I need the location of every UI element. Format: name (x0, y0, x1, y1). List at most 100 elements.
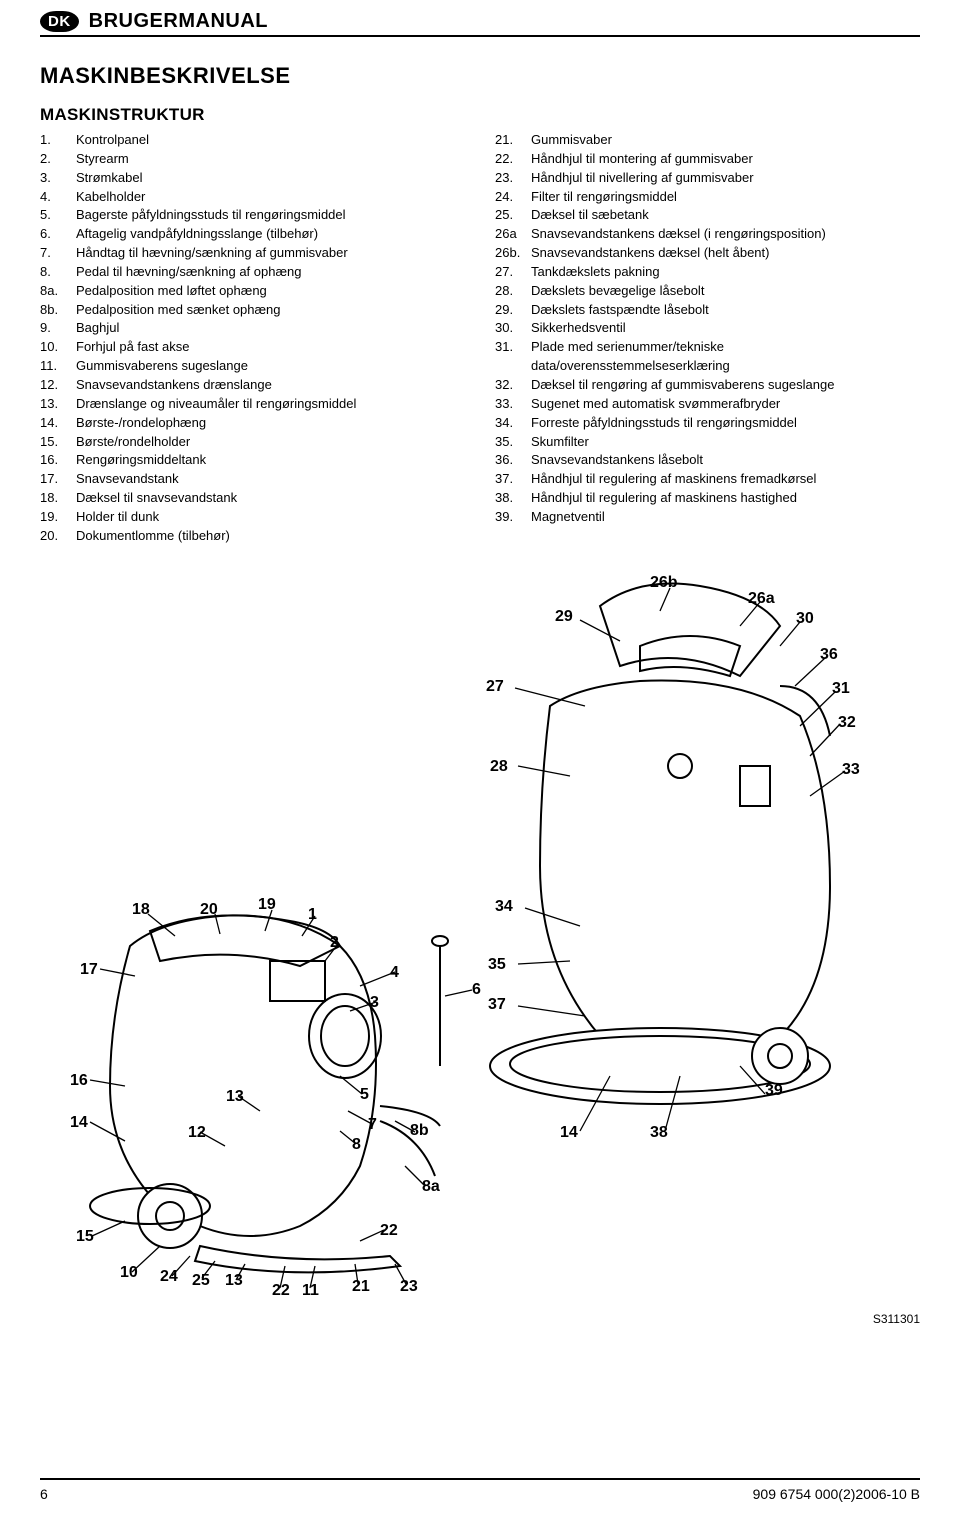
parts-list-item: 8.Pedal til hævning/sænkning af ophæng (40, 263, 465, 282)
item-number: 30. (495, 319, 531, 338)
item-text: Håndtag til hævning/sænkning af gummisva… (76, 244, 348, 263)
parts-list-item: 31.Plade med serienummer/tekniske data/o… (495, 338, 920, 376)
item-text: Magnetventil (531, 508, 605, 527)
item-text: Gummisvaberens sugeslange (76, 357, 248, 376)
item-text: Drænslange og niveaumåler til rengørings… (76, 395, 356, 414)
item-number: 38. (495, 489, 531, 508)
item-text: Håndhjul til regulering af maskinens has… (531, 489, 797, 508)
parts-list-item: 22.Håndhjul til montering af gummisvaber (495, 150, 920, 169)
item-text: Tankdækslets pakning (531, 263, 660, 282)
sub-title: MASKINSTRUKTUR (40, 105, 920, 125)
item-number: 27. (495, 263, 531, 282)
item-text: Rengøringsmiddeltank (76, 451, 206, 470)
item-number: 11. (40, 357, 76, 376)
item-number: 25. (495, 206, 531, 225)
item-number: 21. (495, 131, 531, 150)
callout-label: 18 (132, 901, 150, 919)
callout-label: 14 (560, 1124, 578, 1142)
item-number: 15. (40, 433, 76, 452)
item-text: Aftagelig vandpåfyldningsslange (tilbehø… (76, 225, 318, 244)
doc-number: 909 6754 000(2)2006-10 B (753, 1486, 920, 1502)
item-number: 34. (495, 414, 531, 433)
parts-list-item: 26aSnavsevandstankens dæksel (i rengørin… (495, 225, 920, 244)
footer-rule (40, 1478, 920, 1480)
item-number: 10. (40, 338, 76, 357)
parts-list-item: 8b.Pedalposition med sænket ophæng (40, 301, 465, 320)
parts-list-item: 37.Håndhjul til regulering af maskinens … (495, 470, 920, 489)
item-text: Dæksel til sæbetank (531, 206, 649, 225)
section-title: MASKINBESKRIVELSE (40, 63, 920, 89)
item-number: 9. (40, 319, 76, 338)
callout-label: 31 (832, 680, 850, 698)
parts-list-item: 17.Snavsevandstank (40, 470, 465, 489)
item-number: 2. (40, 150, 76, 169)
callout-label: 30 (796, 610, 814, 628)
item-number: 19. (40, 508, 76, 527)
parts-list-item: 6.Aftagelig vandpåfyldningsslange (tilbe… (40, 225, 465, 244)
callout-label: 28 (490, 758, 508, 776)
callout-label: 24 (160, 1268, 178, 1286)
callout-label: 13 (226, 1088, 244, 1106)
callout-label: 11 (302, 1282, 319, 1300)
item-text: Sikkerhedsventil (531, 319, 626, 338)
item-text: Dæksel til snavsevandstank (76, 489, 237, 508)
parts-list-item: 38.Håndhjul til regulering af maskinens … (495, 489, 920, 508)
item-text: Snavsevandstankens dæksel (helt åbent) (531, 244, 769, 263)
item-text: Filter til rengøringsmiddel (531, 188, 677, 207)
item-text: Pedalposition med løftet ophæng (76, 282, 267, 301)
item-number: 26a (495, 225, 531, 244)
item-number: 18. (40, 489, 76, 508)
item-text: Gummisvaber (531, 131, 612, 150)
item-number: 7. (40, 244, 76, 263)
item-number: 3. (40, 169, 76, 188)
item-text: Dokumentlomme (tilbehør) (76, 527, 230, 546)
item-number: 4. (40, 188, 76, 207)
parts-list-item: 35.Skumfilter (495, 433, 920, 452)
item-number: 8a. (40, 282, 76, 301)
header-title: BRUGERMANUAL (89, 10, 268, 33)
item-number: 8. (40, 263, 76, 282)
callout-label: 34 (495, 898, 513, 916)
item-text: Kontrolpanel (76, 131, 149, 150)
callout-label: 2 (330, 934, 339, 952)
item-number: 37. (495, 470, 531, 489)
callout-label: 5 (360, 1086, 369, 1104)
parts-list-item: 18.Dæksel til snavsevandstank (40, 489, 465, 508)
item-text: Holder til dunk (76, 508, 159, 527)
item-number: 20. (40, 527, 76, 546)
item-text: Bagerste påfyldningsstuds til rengørings… (76, 206, 346, 225)
country-badge: DK (40, 11, 79, 32)
callout-label: 17 (80, 961, 98, 979)
callout-label: 15 (76, 1228, 94, 1246)
exploded-diagram: 26b26a2930362731322833182019134235174633… (40, 566, 920, 1326)
parts-list-item: 23.Håndhjul til nivellering af gummisvab… (495, 169, 920, 188)
parts-list-item: 2.Styrearm (40, 150, 465, 169)
callout-label: 16 (70, 1072, 88, 1090)
item-text: Kabelholder (76, 188, 145, 207)
item-number: 31. (495, 338, 531, 376)
callout-label: 23 (400, 1278, 418, 1296)
parts-list-item: 29.Dækslets fastspændte låsebolt (495, 301, 920, 320)
callout-label: 25 (192, 1272, 210, 1290)
page-number: 6 (40, 1486, 48, 1502)
parts-list-item: 14.Børste-/rondelophæng (40, 414, 465, 433)
callout-label: 26a (748, 590, 775, 608)
parts-list-item: 26b.Snavsevandstankens dæksel (helt åben… (495, 244, 920, 263)
item-text: Snavsevandstankens låsebolt (531, 451, 703, 470)
parts-list-item: 19.Holder til dunk (40, 508, 465, 527)
parts-list-item: 13.Drænslange og niveaumåler til rengøri… (40, 395, 465, 414)
item-number: 33. (495, 395, 531, 414)
diagram-id: S311301 (873, 1312, 920, 1326)
parts-list-item: 15.Børste/rondelholder (40, 433, 465, 452)
header: DK BRUGERMANUAL (40, 10, 920, 33)
item-text: Håndhjul til regulering af maskinens fre… (531, 470, 816, 489)
item-text: Forreste påfyldningsstuds til rengørings… (531, 414, 797, 433)
item-number: 17. (40, 470, 76, 489)
parts-list-item: 20.Dokumentlomme (tilbehør) (40, 527, 465, 546)
parts-list-item: 25.Dæksel til sæbetank (495, 206, 920, 225)
callout-label: 26b (650, 574, 678, 592)
parts-list-item: 8a.Pedalposition med løftet ophæng (40, 282, 465, 301)
callout-label: 36 (820, 646, 838, 664)
callout-label: 1 (308, 906, 317, 924)
footer: 6 909 6754 000(2)2006-10 B (40, 1478, 920, 1502)
